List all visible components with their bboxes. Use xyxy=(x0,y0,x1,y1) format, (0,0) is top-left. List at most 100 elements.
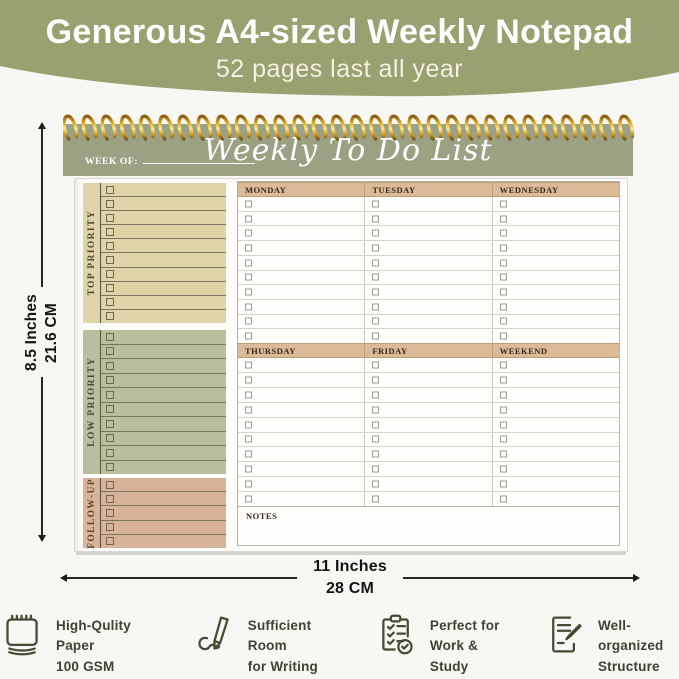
checklist-row xyxy=(101,432,226,446)
checklist-row xyxy=(101,359,226,374)
day-cell xyxy=(238,211,366,226)
day-grid-row xyxy=(238,314,619,330)
top-priority-section: TOP PRIORITY xyxy=(83,183,226,323)
checkbox-icon xyxy=(499,406,507,414)
day-grid-row xyxy=(238,270,619,286)
checkbox-icon xyxy=(106,213,114,222)
checkbox-icon xyxy=(106,480,114,489)
checkbox-icon xyxy=(372,215,380,223)
day-grid-row xyxy=(238,358,619,373)
checklist-row xyxy=(101,239,226,254)
checkbox-icon xyxy=(106,448,114,457)
checklist-row xyxy=(101,268,226,282)
checkbox-icon xyxy=(499,259,507,267)
day-cell xyxy=(365,447,493,462)
day-header-row: MONDAY TUESDAY WEDNESDAY xyxy=(238,182,619,197)
checkbox-icon xyxy=(245,288,252,296)
checklist-row xyxy=(101,211,226,226)
feature-line-1: High-Qulity Paper xyxy=(56,618,131,654)
checklist-row xyxy=(101,197,226,212)
day-grid-row xyxy=(238,211,619,227)
day-rows-group-2 xyxy=(238,358,619,507)
dimension-line xyxy=(402,577,634,579)
checklist-row xyxy=(101,417,226,432)
checklist-row xyxy=(101,296,226,310)
low-priority-label: LOW PRIORITY xyxy=(86,357,97,447)
dimension-line xyxy=(41,377,43,535)
day-cell xyxy=(493,197,619,211)
checkbox-icon xyxy=(372,406,380,414)
day-cell xyxy=(493,403,619,417)
day-cell xyxy=(493,477,619,491)
checkbox-icon xyxy=(499,229,507,237)
day-cell xyxy=(365,299,493,314)
day-grid-row xyxy=(238,477,619,493)
follow-up-label: FOLLOW-UP xyxy=(86,477,97,549)
checklist-row xyxy=(101,225,226,240)
day-cell xyxy=(493,285,619,299)
day-cell xyxy=(238,329,366,344)
checkbox-icon xyxy=(106,390,114,399)
checklist-row xyxy=(101,388,226,403)
checkbox-icon xyxy=(372,200,380,208)
day-grid-row xyxy=(238,417,619,433)
day-cell xyxy=(365,462,493,477)
checkbox-icon xyxy=(245,361,252,369)
feature-work-study: Perfect for Work & Study xyxy=(374,612,504,677)
checkbox-icon xyxy=(499,495,507,503)
checklist-row xyxy=(101,310,226,323)
checkbox-icon xyxy=(499,361,507,369)
day-grid-row xyxy=(238,372,619,388)
checkbox-icon xyxy=(106,227,114,236)
checkbox-icon xyxy=(245,406,252,414)
feature-text: High-Qulity Paper 100 GSM xyxy=(56,612,154,677)
day-cell xyxy=(238,462,366,477)
day-cell xyxy=(493,329,619,343)
feature-text: Perfect for Work & Study xyxy=(430,612,504,677)
top-priority-rows xyxy=(101,183,226,323)
day-cell xyxy=(365,329,493,344)
day-cell xyxy=(238,299,366,314)
checkbox-icon xyxy=(372,244,380,252)
notepad-title: Weekly To Do List xyxy=(203,133,493,168)
checkbox-icon xyxy=(499,391,507,399)
checkbox-icon xyxy=(499,421,507,429)
day-cell xyxy=(493,358,619,372)
checkbox-icon xyxy=(245,317,252,325)
checkbox-icon xyxy=(106,523,114,532)
day-cell xyxy=(493,462,619,476)
height-dimension-arrow: 8.5 Inches 21.6 CM xyxy=(23,122,60,542)
spiral-binding-icon xyxy=(63,114,635,141)
day-grid-row xyxy=(238,447,619,463)
checkbox-icon xyxy=(245,480,252,488)
checkbox-icon xyxy=(106,284,114,293)
day-cell xyxy=(365,372,493,387)
checklist-row xyxy=(101,478,226,493)
notepad-page: TOP PRIORITY LOW PRIORITY FOLLOW-UP xyxy=(74,178,628,552)
day-cell xyxy=(365,226,493,241)
checkbox-icon xyxy=(106,270,114,279)
checkbox-icon xyxy=(106,199,114,208)
pen-icon xyxy=(198,616,229,651)
checklist-row xyxy=(101,506,226,521)
checkbox-icon xyxy=(106,434,114,443)
section-label-band: FOLLOW-UP xyxy=(83,478,101,548)
checkbox-icon xyxy=(372,450,380,458)
day-cell xyxy=(365,197,493,211)
day-cell xyxy=(238,358,366,372)
day-cell xyxy=(493,212,619,226)
checkbox-icon xyxy=(499,435,507,443)
checkbox-icon xyxy=(245,200,252,208)
checklist-row xyxy=(101,461,226,475)
dimension-line xyxy=(41,129,43,287)
checkbox-icon xyxy=(499,288,507,296)
day-cell xyxy=(238,402,366,417)
day-cell xyxy=(238,372,366,387)
day-header-friday: FRIDAY xyxy=(365,344,493,357)
checklist-icon xyxy=(382,614,413,655)
day-grid-row xyxy=(238,432,619,448)
checkbox-icon xyxy=(499,273,507,281)
feature-line-1: Perfect for xyxy=(429,618,500,633)
checklist-row xyxy=(101,446,226,461)
